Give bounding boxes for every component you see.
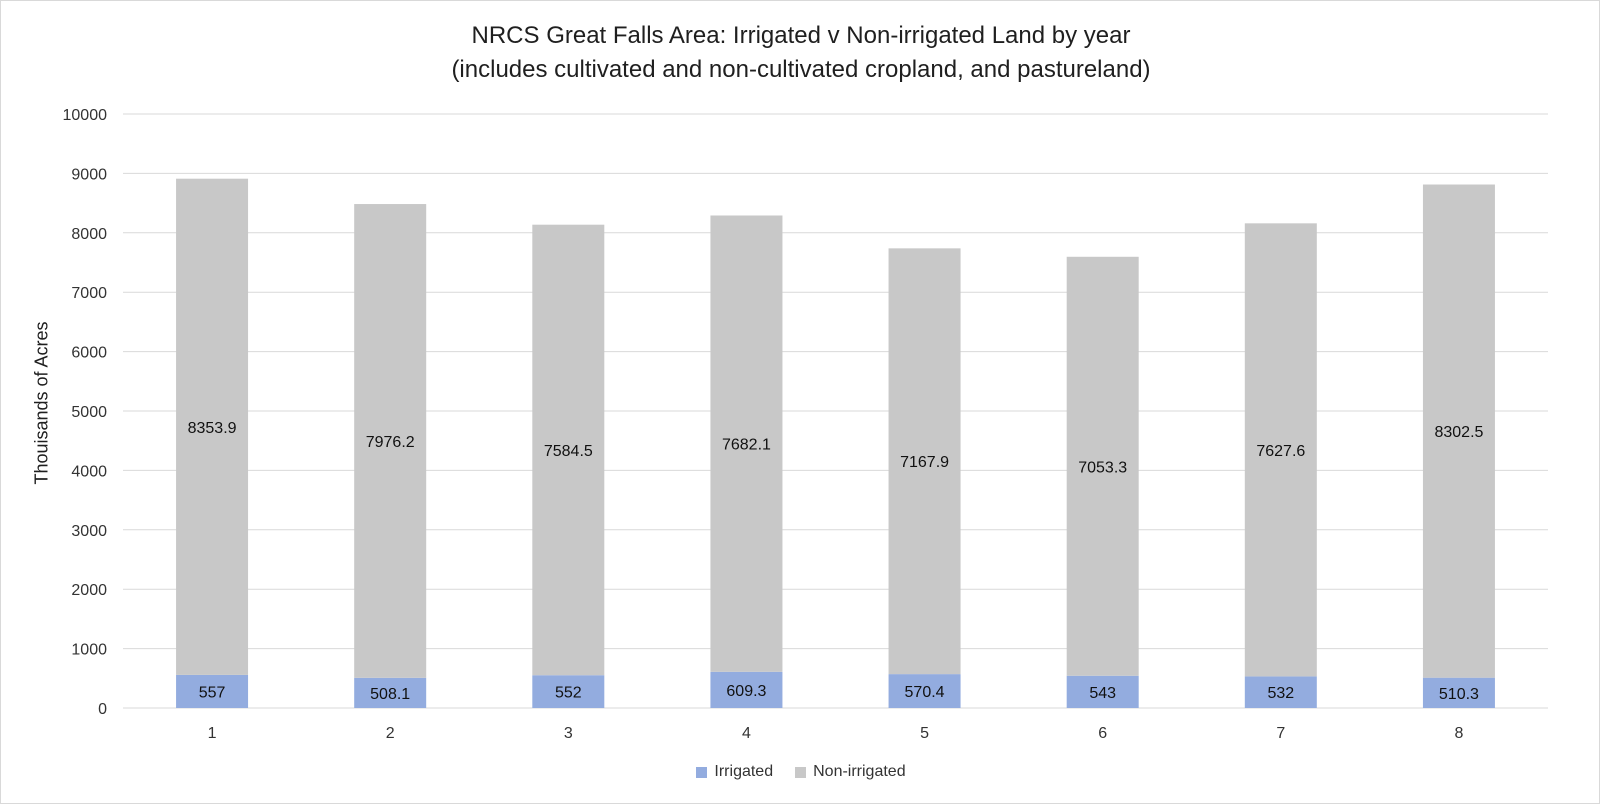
bar-irrigated xyxy=(710,671,783,708)
data-label-non-irrigated: 7167.9 xyxy=(900,454,949,471)
data-label-non-irrigated: 7627.6 xyxy=(1256,443,1305,460)
x-tick-label: 7 xyxy=(1276,725,1285,742)
bar-non-irrigated xyxy=(176,178,249,675)
data-label-non-irrigated: 8353.9 xyxy=(188,420,237,437)
data-label-irrigated: 532 xyxy=(1267,685,1294,702)
data-label-irrigated: 557 xyxy=(199,684,226,701)
x-tick-label: 2 xyxy=(386,725,395,742)
bar-irrigated xyxy=(1066,675,1139,708)
bar-irrigated xyxy=(176,674,249,708)
data-label-irrigated: 552 xyxy=(555,685,582,702)
bar-irrigated xyxy=(1422,677,1495,708)
legend-label-irrigated: Irrigated xyxy=(714,763,774,780)
legend-item-non-irrigated: Non-irrigated xyxy=(795,763,906,781)
y-tick-label: 3000 xyxy=(71,523,107,540)
data-label-non-irrigated: 7682.1 xyxy=(722,437,771,454)
x-tick-label: 3 xyxy=(564,725,573,742)
bar-non-irrigated xyxy=(1422,184,1495,678)
x-tick-label: 6 xyxy=(1098,725,1107,742)
x-tick-label: 4 xyxy=(742,725,751,742)
x-tick-label: 1 xyxy=(208,725,217,742)
y-tick-label: 10000 xyxy=(63,107,108,124)
y-tick-label: 4000 xyxy=(71,463,107,480)
bar-irrigated xyxy=(1244,676,1317,708)
chart-subtitle: (includes cultivated and non-cultivated … xyxy=(451,56,1151,83)
y-tick-label: 6000 xyxy=(71,345,107,362)
data-label-non-irrigated: 7053.3 xyxy=(1078,459,1127,476)
data-label-non-irrigated: 7584.5 xyxy=(544,443,593,460)
chart-title-block: NRCS Great Falls Area: Irrigated v Non-i… xyxy=(1,19,1600,87)
bar-non-irrigated xyxy=(1244,223,1317,677)
legend-label-non-irrigated: Non-irrigated xyxy=(813,763,906,780)
data-label-irrigated: 510.3 xyxy=(1439,686,1479,703)
data-label-non-irrigated: 8302.5 xyxy=(1434,424,1483,441)
chart-title: NRCS Great Falls Area: Irrigated v Non-i… xyxy=(471,22,1131,49)
bar-non-irrigated xyxy=(888,248,961,675)
data-label-irrigated: 508.1 xyxy=(370,686,410,703)
data-label-non-irrigated: 7976.2 xyxy=(366,434,415,451)
chart-legend: Irrigated Non-irrigated xyxy=(1,763,1600,781)
data-label-irrigated: 570.4 xyxy=(905,684,945,701)
bar-non-irrigated xyxy=(532,224,605,676)
y-tick-label: 0 xyxy=(98,701,107,718)
bar-irrigated xyxy=(354,677,427,708)
bar-non-irrigated xyxy=(354,204,427,678)
y-tick-label: 7000 xyxy=(71,285,107,302)
y-tick-label: 1000 xyxy=(71,642,107,659)
bar-non-irrigated xyxy=(1066,256,1139,676)
legend-swatch-irrigated xyxy=(696,766,708,778)
y-tick-label: 9000 xyxy=(71,166,107,183)
data-label-irrigated: 543 xyxy=(1089,685,1116,702)
bar-non-irrigated xyxy=(710,215,783,672)
y-tick-label: 8000 xyxy=(71,226,107,243)
bar-irrigated xyxy=(888,674,961,708)
y-tick-label: 5000 xyxy=(71,404,107,421)
y-tick-label: 2000 xyxy=(71,582,107,599)
data-label-irrigated: 609.3 xyxy=(726,683,766,700)
x-tick-label: 5 xyxy=(920,725,929,742)
x-tick-label: 8 xyxy=(1454,725,1463,742)
bar-irrigated xyxy=(532,675,605,708)
legend-item-irrigated: Irrigated xyxy=(696,763,773,781)
legend-swatch-non-irrigated xyxy=(795,766,807,778)
